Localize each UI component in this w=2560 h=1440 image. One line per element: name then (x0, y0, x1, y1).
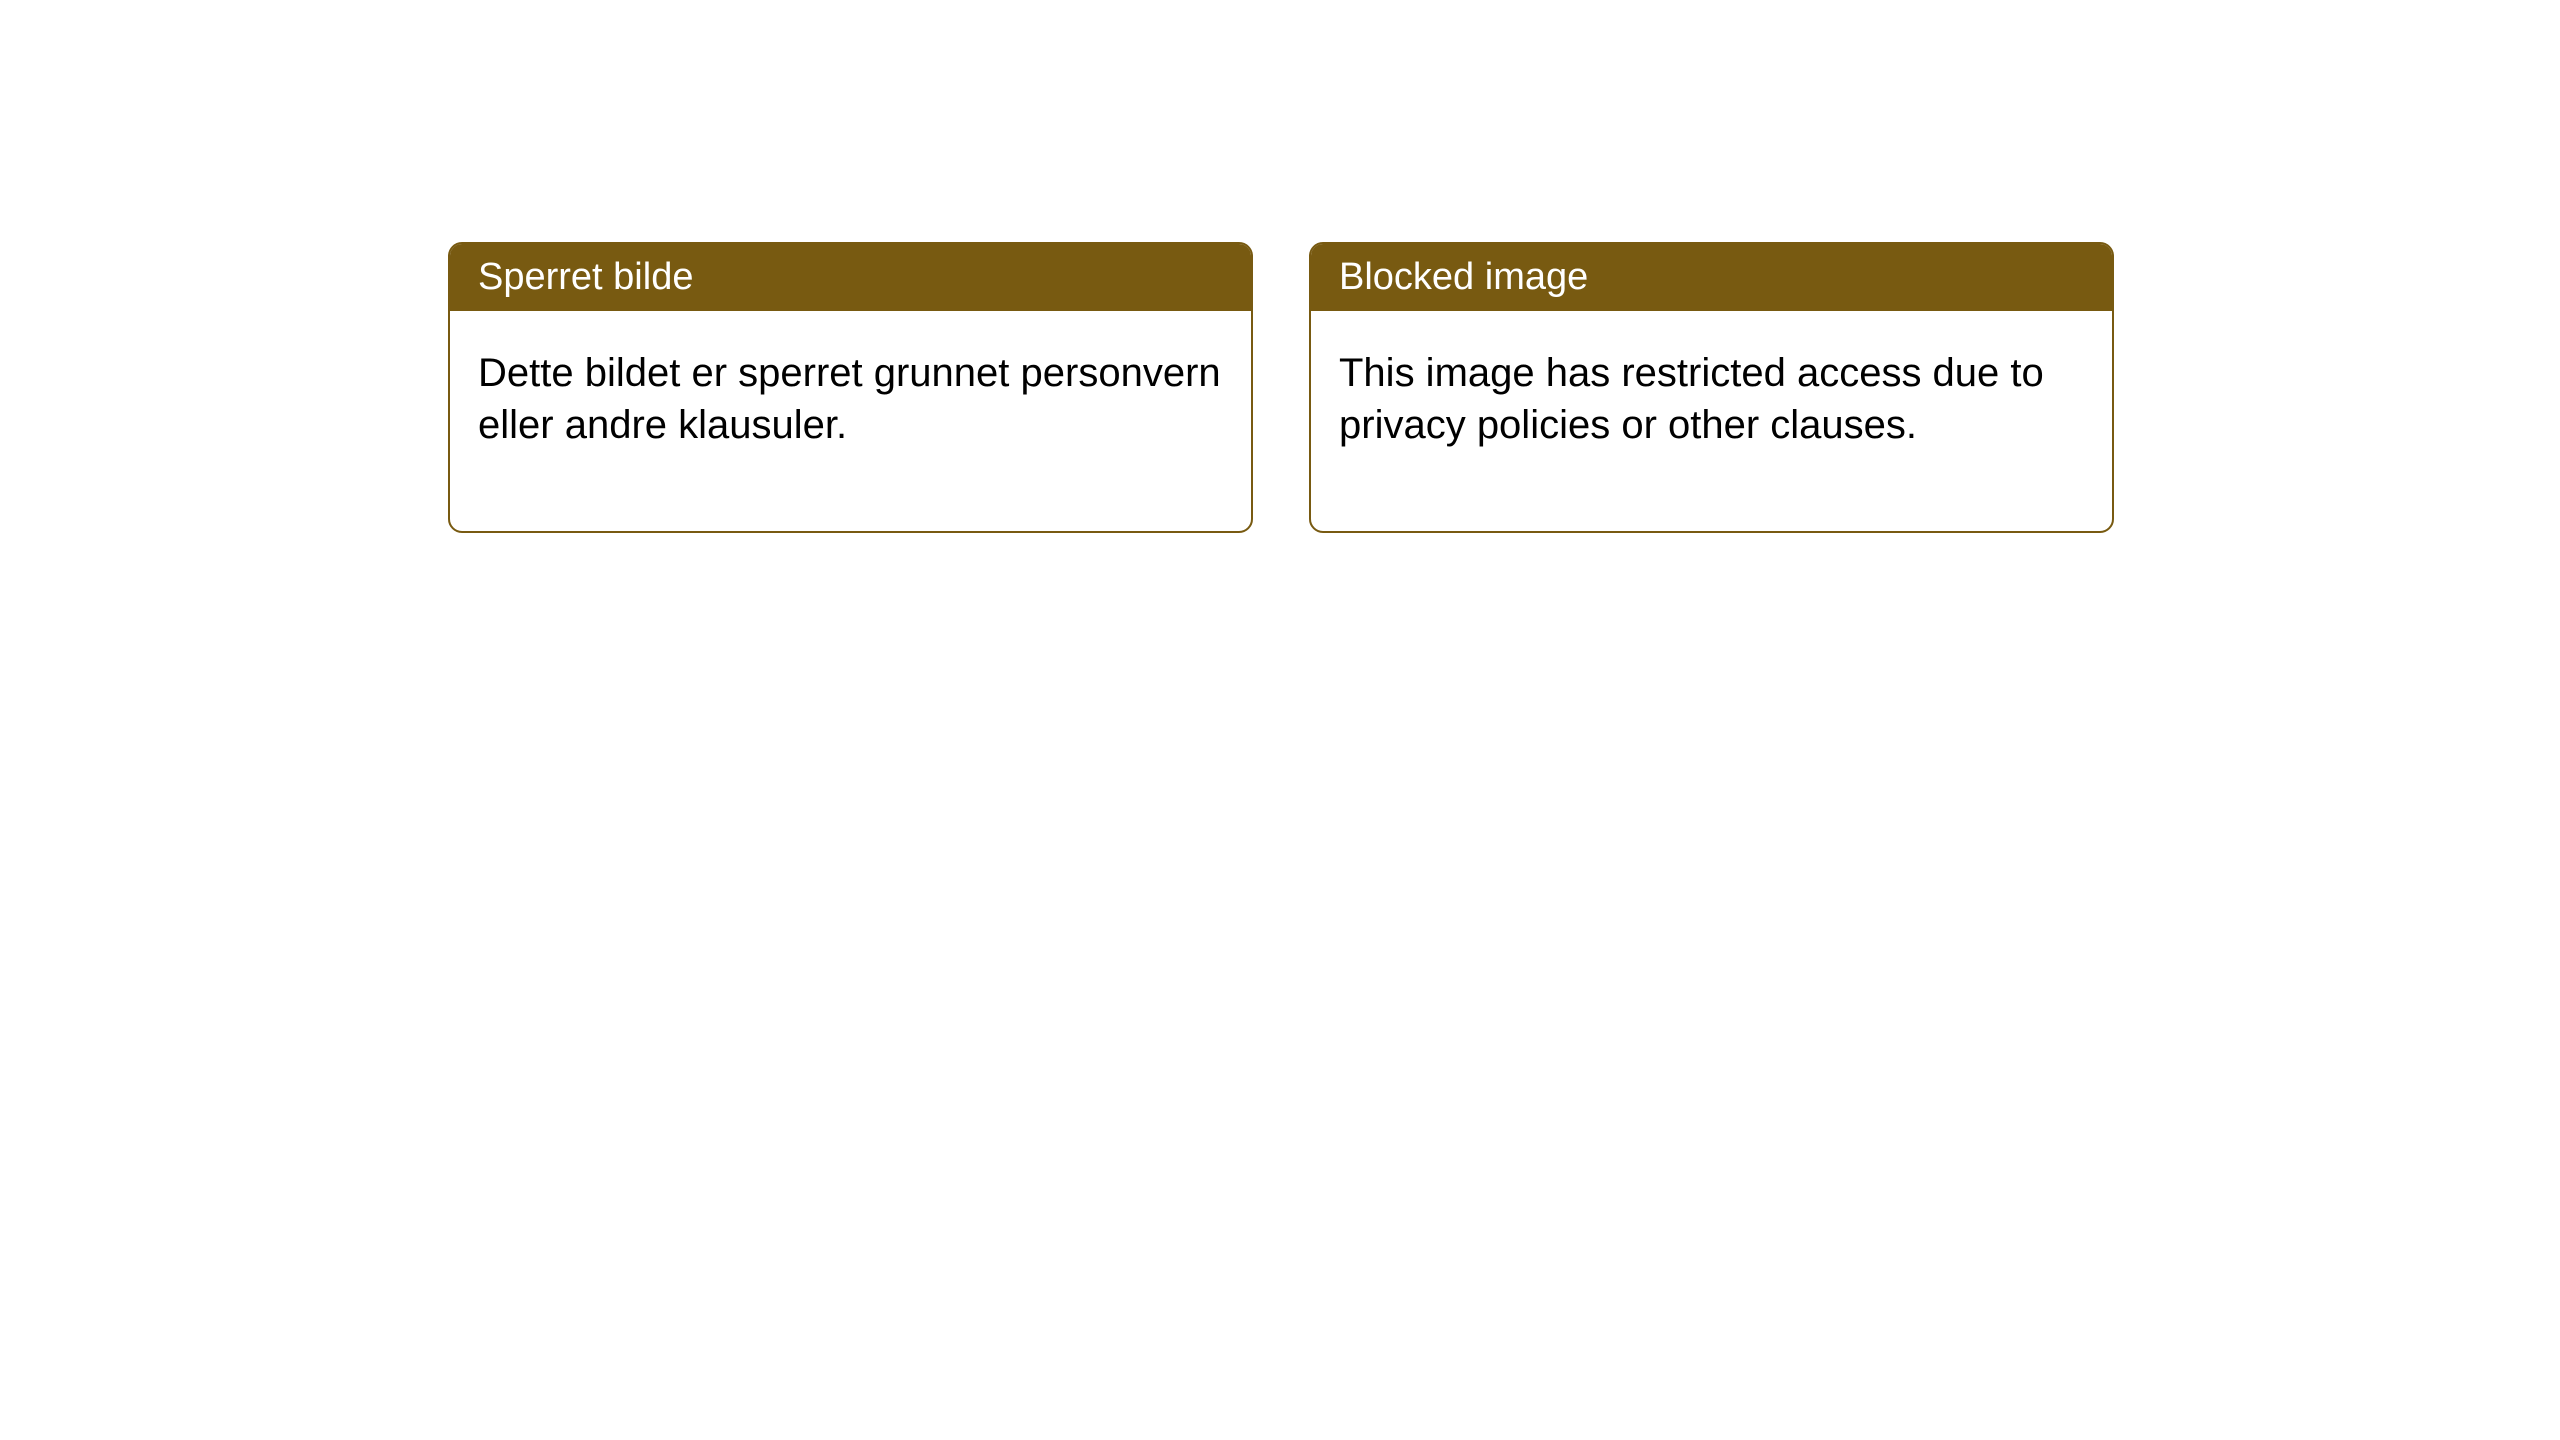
notice-container: Sperret bilde Dette bildet er sperret gr… (0, 0, 2560, 533)
notice-title-en: Blocked image (1339, 256, 1588, 298)
notice-header-en: Blocked image (1311, 244, 2112, 311)
notice-header-no: Sperret bilde (450, 244, 1251, 311)
notice-message-no: Dette bildet er sperret grunnet personve… (478, 351, 1221, 447)
notice-message-en: This image has restricted access due to … (1339, 351, 2044, 447)
notice-body-en: This image has restricted access due to … (1311, 311, 2112, 531)
notice-box-no: Sperret bilde Dette bildet er sperret gr… (448, 242, 1253, 533)
notice-title-no: Sperret bilde (478, 256, 693, 298)
notice-body-no: Dette bildet er sperret grunnet personve… (450, 311, 1251, 531)
notice-box-en: Blocked image This image has restricted … (1309, 242, 2114, 533)
